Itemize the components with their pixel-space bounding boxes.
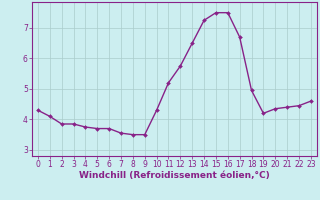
X-axis label: Windchill (Refroidissement éolien,°C): Windchill (Refroidissement éolien,°C) — [79, 171, 270, 180]
